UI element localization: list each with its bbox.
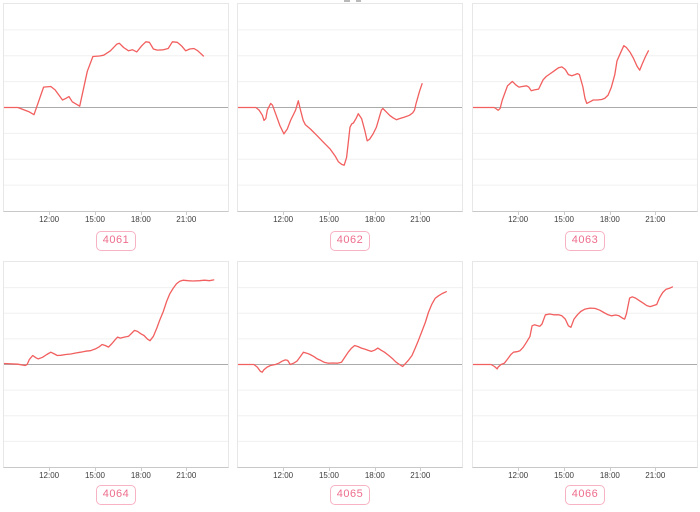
x-tick-label: 21:00 — [645, 215, 666, 224]
x-tick-mark — [420, 212, 422, 215]
x-tick-label: 18:00 — [599, 471, 620, 480]
x-tick-label: 21:00 — [410, 215, 431, 224]
x-tick-label: 18:00 — [130, 215, 151, 224]
line-chart-panel — [472, 261, 698, 468]
x-tick-label: 15:00 — [84, 471, 105, 480]
x-tick-label: 21:00 — [645, 471, 666, 480]
x-tick-label: 15:00 — [84, 215, 105, 224]
chart-cell: 12:00 15:00 18:00 21:00 4066 — [472, 261, 698, 505]
x-tick-mark — [94, 468, 96, 471]
chart-id-badge[interactable]: 4062 — [329, 231, 371, 251]
line-chart-panel — [3, 261, 229, 468]
x-tick-label: 15:00 — [318, 471, 339, 480]
x-tick-mark — [374, 212, 376, 215]
x-tick-mark — [186, 212, 188, 215]
x-tick-mark — [518, 212, 520, 215]
x-tick-mark — [283, 468, 285, 471]
x-tick-label: 15:00 — [553, 215, 574, 224]
x-tick-label: 12:00 — [508, 215, 529, 224]
x-tick-mark — [186, 468, 188, 471]
x-tick-mark — [563, 212, 565, 215]
x-tick-mark — [374, 468, 376, 471]
x-tick-label: 12:00 — [39, 471, 60, 480]
x-axis: 12:00 15:00 18:00 21:00 — [472, 212, 698, 226]
x-axis: 12:00 15:00 18:00 21:00 — [3, 212, 229, 226]
chart-cell: 12:00 15:00 18:00 21:00 4065 — [237, 261, 463, 505]
x-tick-label: 18:00 — [599, 215, 620, 224]
x-tick-mark — [49, 212, 51, 215]
chart-cell: 12:00 15:00 18:00 21:00 4064 — [3, 261, 229, 505]
chart-id-badge[interactable]: 4065 — [329, 485, 371, 505]
x-axis: 12:00 15:00 18:00 21:00 — [237, 468, 463, 482]
x-axis: 12:00 15:00 18:00 21:00 — [472, 468, 698, 482]
x-tick-mark — [563, 468, 565, 471]
line-chart-svg — [238, 29, 462, 186]
x-tick-mark — [49, 468, 51, 471]
chart-cell: 12:00 15:00 18:00 21:00 4061 — [3, 3, 229, 251]
x-tick-label: 18:00 — [130, 471, 151, 480]
x-tick-label: 21:00 — [176, 471, 197, 480]
chart-cell: 12:00 15:00 18:00 21:00 4063 — [472, 3, 698, 251]
x-tick-label: 12:00 — [273, 215, 294, 224]
line-chart-svg — [238, 287, 462, 442]
x-tick-label: 12:00 — [39, 215, 60, 224]
x-tick-mark — [328, 468, 330, 471]
x-tick-mark — [328, 212, 330, 215]
x-tick-mark — [283, 212, 285, 215]
x-tick-mark — [655, 212, 657, 215]
line-chart-panel — [3, 3, 229, 212]
x-axis: 12:00 15:00 18:00 21:00 — [3, 468, 229, 482]
chart-id-badge[interactable]: 4063 — [564, 231, 606, 251]
x-axis: 12:00 15:00 18:00 21:00 — [237, 212, 463, 226]
x-tick-label: 21:00 — [176, 215, 197, 224]
x-tick-mark — [140, 212, 142, 215]
badge-row: 4064 — [3, 484, 229, 505]
x-tick-mark — [420, 468, 422, 471]
x-tick-mark — [655, 468, 657, 471]
x-tick-label: 18:00 — [364, 215, 385, 224]
badge-row: 4062 — [237, 230, 463, 251]
x-tick-mark — [609, 468, 611, 471]
badge-row: 4066 — [472, 484, 698, 505]
x-tick-mark — [609, 212, 611, 215]
x-tick-mark — [140, 468, 142, 471]
x-tick-label: 12:00 — [508, 471, 529, 480]
x-tick-label: 18:00 — [364, 471, 385, 480]
line-chart-svg — [473, 286, 697, 442]
line-chart-svg — [4, 279, 228, 442]
cropped-header-text-fragment — [356, 0, 361, 2]
x-tick-label: 12:00 — [273, 471, 294, 480]
x-tick-label: 21:00 — [410, 471, 431, 480]
chart-cell: 12:00 15:00 18:00 21:00 4062 — [237, 3, 463, 251]
cropped-header-text-fragment — [344, 0, 350, 2]
chart-id-badge[interactable]: 4061 — [95, 231, 137, 251]
x-tick-mark — [94, 212, 96, 215]
line-chart-panel — [237, 3, 463, 212]
x-tick-label: 15:00 — [318, 215, 339, 224]
line-chart-svg — [473, 29, 697, 186]
line-chart-panel — [472, 3, 698, 212]
badge-row: 4061 — [3, 230, 229, 251]
line-chart-svg — [4, 29, 228, 186]
chart-id-badge[interactable]: 4066 — [564, 485, 606, 505]
x-tick-mark — [518, 468, 520, 471]
chart-id-badge[interactable]: 4064 — [95, 485, 137, 505]
badge-row: 4063 — [472, 230, 698, 251]
line-chart-panel — [237, 261, 463, 468]
x-tick-label: 15:00 — [553, 471, 574, 480]
badge-row: 4065 — [237, 484, 463, 505]
